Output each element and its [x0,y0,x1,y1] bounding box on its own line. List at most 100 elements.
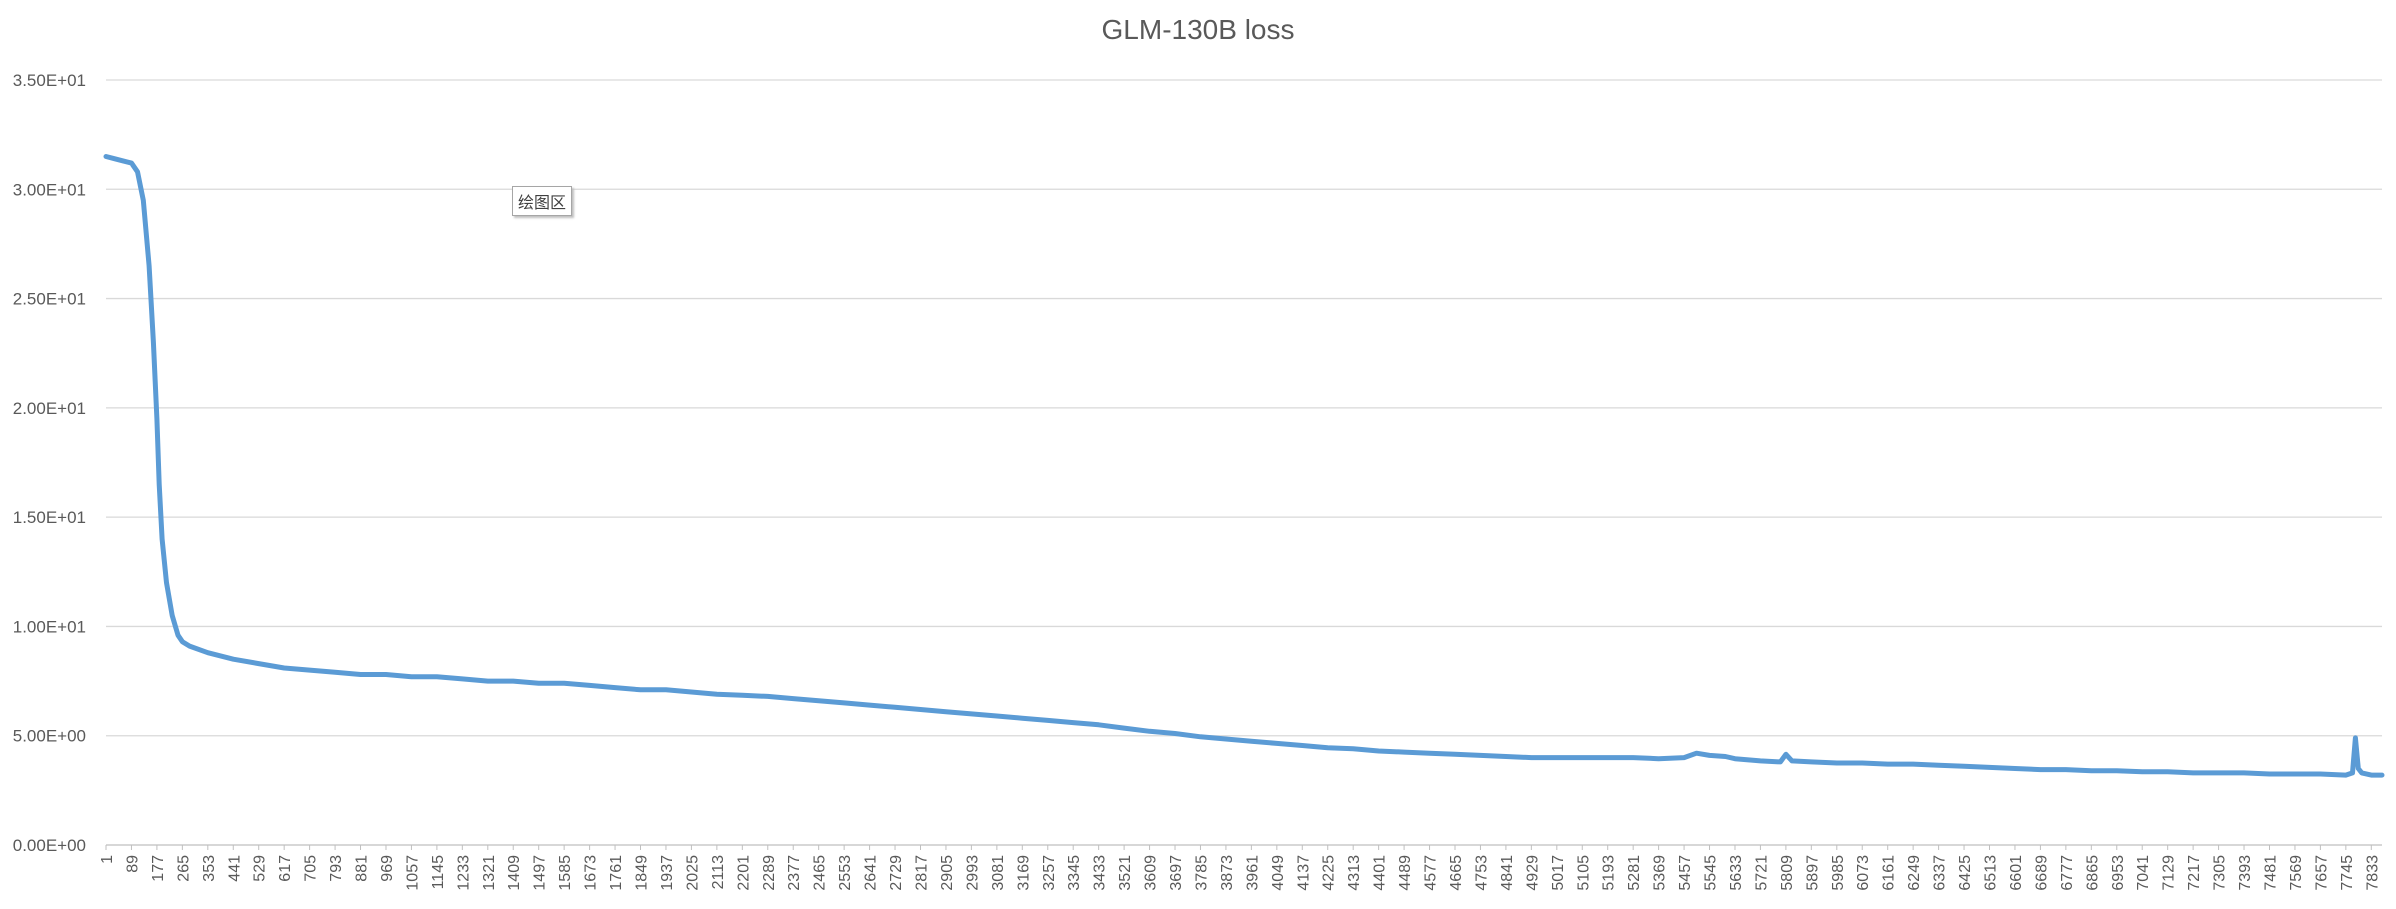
x-tick-label: 1145 [430,855,447,890]
series-layer [103,154,2385,778]
x-tick-label: 3345 [1066,855,1083,891]
x-tick-label: 3081 [990,855,1007,891]
x-tick-label: 3433 [1092,855,1109,891]
x-tick-label: 2641 [863,855,880,891]
x-tick-label: 1321 [481,855,498,891]
y-axis: 0.00E+00 5.00E+00 1.00E+01 1.50E+01 2.00E+01… [13,71,86,855]
x-tick-label: 1849 [634,855,651,891]
x-tick-label: 3697 [1168,855,1185,891]
x-tick-label: 3521 [1117,855,1134,891]
x-tick-label: 6161 [1881,855,1898,891]
x-tick-label: 1937 [659,855,676,891]
x-tick-label: 5017 [1550,855,1567,891]
x-tick-label: 1057 [404,855,421,891]
x-tick-label: 2905 [939,855,956,891]
x-tick-label: 7305 [2212,855,2229,891]
x-tick-label: 4049 [1270,855,1287,891]
x-tick-label: 1409 [506,855,523,891]
x-tick-label: 1233 [455,855,472,891]
x-tick-label: 177 [150,855,167,882]
x-tick-label: 2729 [888,855,905,891]
chart-title: GLM-130B loss [1101,14,1295,45]
x-tick-label: 2113 [710,855,727,890]
x-tick-label: 7393 [2237,855,2254,891]
x-tick-label: 4841 [1499,855,1516,891]
x-tick-label: 7481 [2262,855,2279,891]
x-tick-label: 793 [328,855,345,882]
x-tick-label: 7745 [2339,855,2356,891]
x-tick-label: 6337 [1932,855,1949,891]
x-tick-label: 353 [201,855,218,882]
x-tick-label: 3961 [1244,855,1261,891]
x-tick-label: 6513 [1983,855,2000,891]
x-tick-label: 5281 [1626,855,1643,891]
x-tick-label: 1497 [532,855,549,891]
x-tick-label: 4753 [1473,855,1490,891]
x-tick-label: 2201 [735,855,752,891]
x-tick-label: 4313 [1346,855,1363,891]
x-tick-label: 3169 [1015,855,1032,891]
x-tick-label: 3609 [1143,855,1160,891]
x-tick-label: 6425 [1957,855,1974,891]
x-tick-label: 5105 [1575,855,1592,891]
x-tick-label: 5897 [1804,855,1821,891]
x-tick-label: 7569 [2288,855,2305,891]
x-tick-label: 2377 [786,855,803,891]
x-tick-label: 5545 [1703,855,1720,891]
x-tick-label: 6689 [2033,855,2050,891]
plot-area-label: 绘图区 [512,186,573,216]
x-tick-label: 2289 [761,855,778,891]
x-tick-label: 1585 [557,855,574,891]
x-tick-label: 2465 [812,855,829,891]
x-tick-label: 265 [175,855,192,882]
x-tick-label: 4665 [1448,855,1465,891]
x-tick-label: 3785 [1193,855,1210,891]
x-tick-label: 1761 [608,855,625,891]
x-tick-label: 441 [226,855,243,882]
x-tick-label: 5985 [1830,855,1847,891]
x-tick-label: 4577 [1423,855,1440,891]
x-tick-label: 5809 [1779,855,1796,891]
x-tick-label: 6073 [1855,855,1872,891]
y-tick-label: 2.00E+01 [13,399,86,418]
x-tick-label: 4137 [1295,855,1312,891]
x-tick-label: 2025 [684,855,701,891]
x-tick-label: 5369 [1652,855,1669,891]
x-tick-label: 7657 [2313,855,2330,891]
y-tick-label: 2.50E+01 [13,290,86,309]
x-tick-label: 6249 [1906,855,1923,891]
x-tick-label: 705 [303,855,320,882]
y-tick-label: 5.00E+00 [13,727,86,746]
x-tick-label: 4929 [1524,855,1541,891]
x-tick-label: 7129 [2161,855,2178,891]
x-tick-label: 3257 [1041,855,1058,891]
x-tick-label: 4489 [1397,855,1414,891]
y-tick-label: 1.00E+01 [13,617,86,636]
x-axis: 1 89 177 265 353 441 529 617 705 793 881 969 1057 114… [99,845,2381,891]
x-tick-label: 529 [252,855,269,882]
x-tick-label: 6777 [2059,855,2076,891]
x-tick-label: 6953 [2110,855,2127,891]
y-tick-label: 1.50E+01 [13,508,86,527]
y-tick-label: 3.50E+01 [13,71,86,90]
x-tick-label: 7041 [2135,855,2152,891]
x-tick-label: 3873 [1219,855,1236,891]
y-tick-label: 0.00E+00 [13,836,86,855]
x-tick-label: 7833 [2364,855,2381,891]
x-tick-label: 5721 [1753,855,1770,891]
x-tick-label: 5457 [1677,855,1694,891]
grid-layer [106,79,2382,846]
x-tick-label: 1 [99,855,116,864]
x-tick-label: 6601 [2008,855,2025,891]
x-tick-label: 2817 [913,855,930,891]
x-tick-label: 2553 [837,855,854,891]
x-tick-label: 5633 [1728,855,1745,891]
x-tick-label: 1673 [583,855,600,891]
x-tick-label: 969 [379,855,396,882]
x-tick-label: 881 [354,855,371,882]
x-tick-label: 2993 [964,855,981,891]
x-tick-label: 4401 [1372,855,1389,891]
x-tick-label: 7217 [2186,855,2203,891]
y-tick-label: 3.00E+01 [13,180,86,199]
